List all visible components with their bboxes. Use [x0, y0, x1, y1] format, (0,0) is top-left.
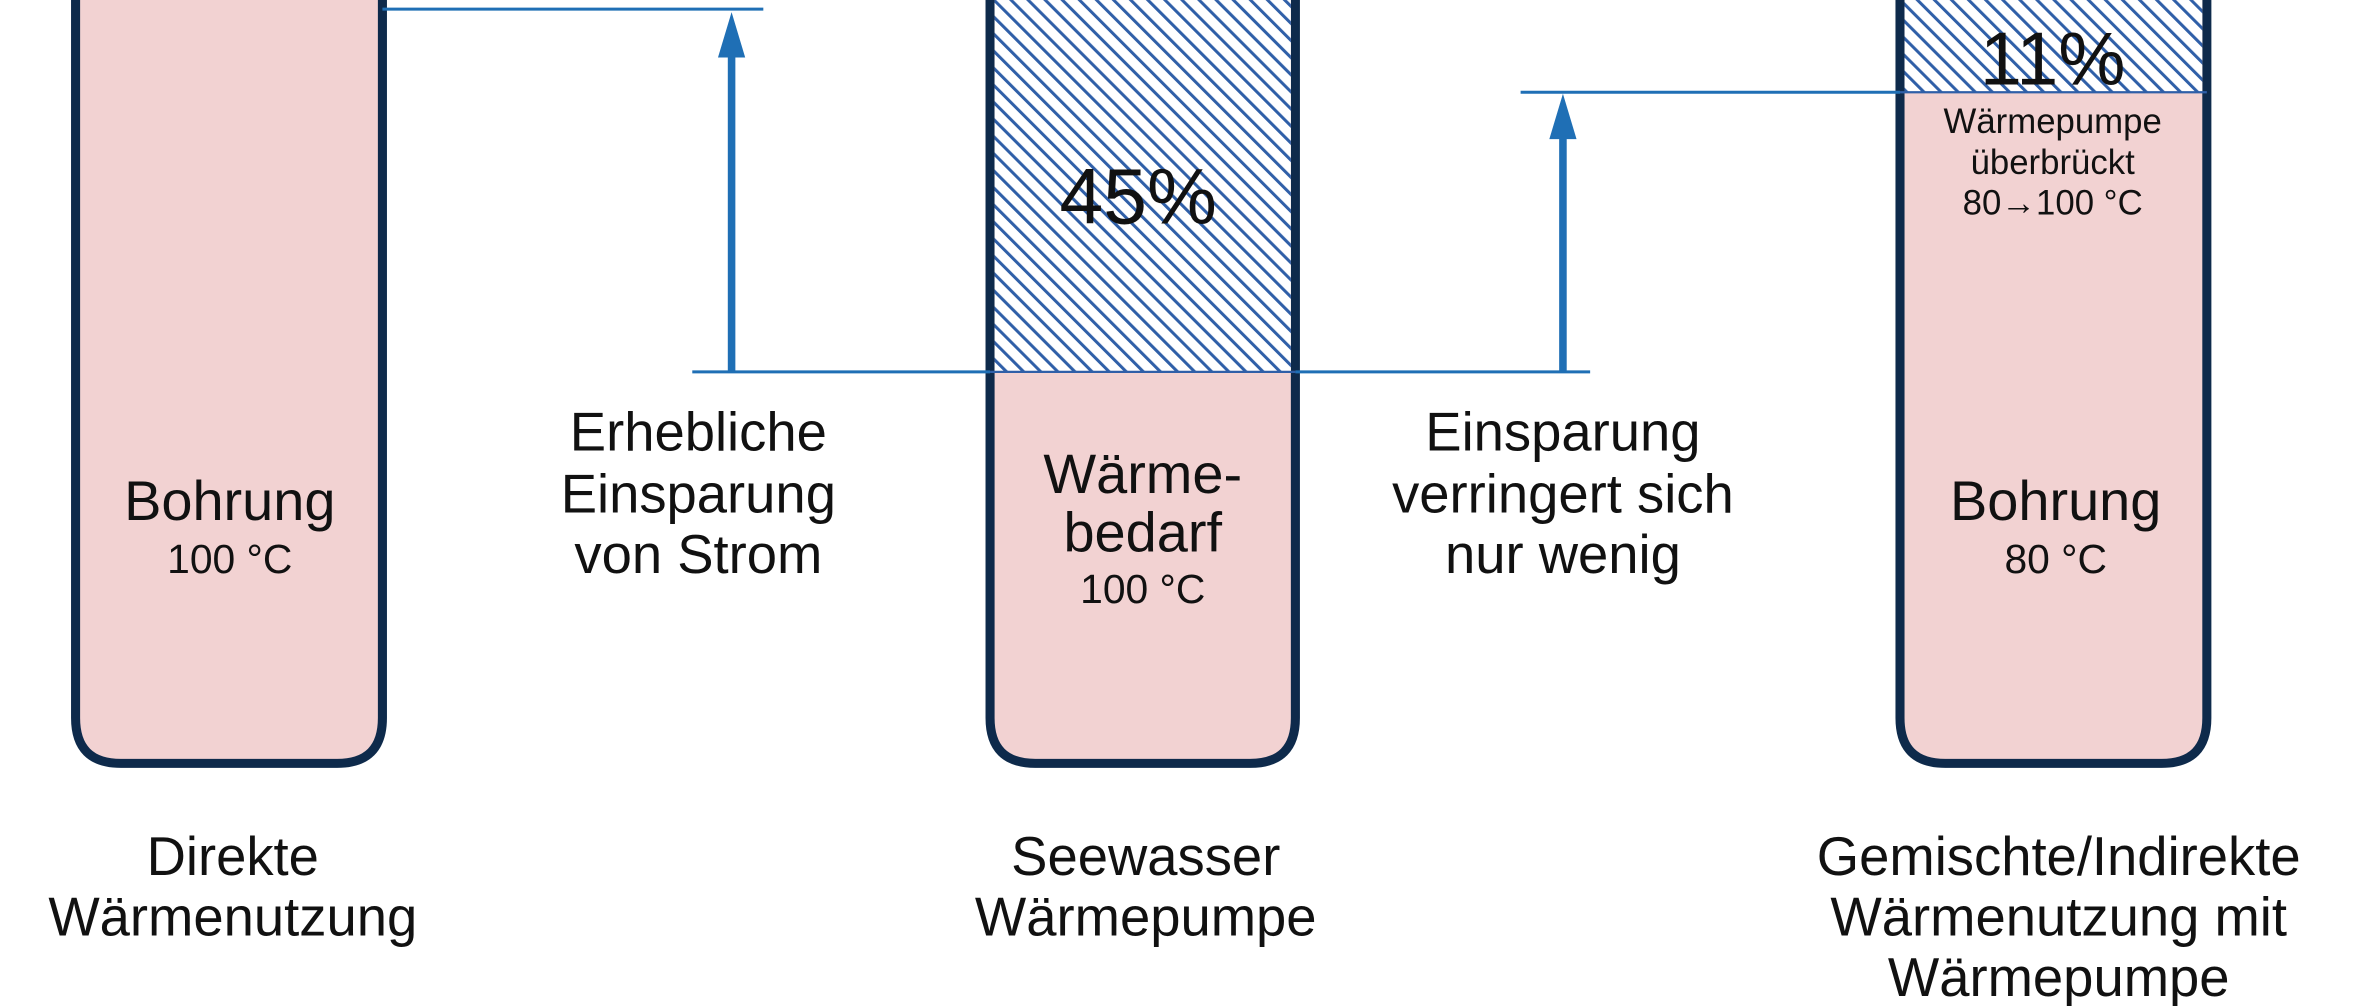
middle-hatch	[994, 0, 1291, 372]
arrow-head	[1549, 93, 1577, 140]
right-hatch	[1904, 0, 2203, 93]
right-tube	[1895, 0, 2212, 768]
temperature: 100 °C	[1080, 566, 1205, 612]
note: Wärmepumpe	[1944, 103, 2162, 141]
note: 80→100 °C	[1963, 185, 2143, 223]
caption: Wärmepumpe	[1888, 947, 2230, 1006]
note: überbrückt	[1971, 144, 2136, 182]
comparison: nur wenig	[1445, 524, 1681, 585]
share: 45%	[1060, 153, 1217, 241]
caption: Direkte	[147, 826, 319, 887]
comparison: verringert sich	[1392, 463, 1734, 524]
temperature: 80 °C	[2004, 536, 2106, 582]
demand: bedarf	[1063, 501, 1222, 564]
demand: Wärme-	[1043, 442, 1242, 505]
source: Bohrung	[1950, 469, 2161, 532]
comparison: von Strom	[574, 524, 822, 585]
source: Bohrung	[124, 469, 335, 532]
caption: Gemischte/Indirekte	[1817, 826, 2301, 887]
comparison: Einsparung	[561, 463, 836, 524]
caption: Seewasser	[1011, 826, 1280, 887]
comparison: Einsparung	[1425, 401, 1700, 462]
arrow-head	[717, 12, 746, 58]
caption: Wärmepumpe	[975, 887, 1317, 948]
share: 11%	[1980, 18, 2126, 102]
caption: Wärmenutzung	[48, 887, 417, 948]
temperature: 100 °C	[167, 536, 292, 582]
caption: Wärmenutzung mit	[1830, 887, 2287, 948]
left-tube	[71, 0, 387, 768]
comparison: Erhebliche	[570, 401, 827, 462]
